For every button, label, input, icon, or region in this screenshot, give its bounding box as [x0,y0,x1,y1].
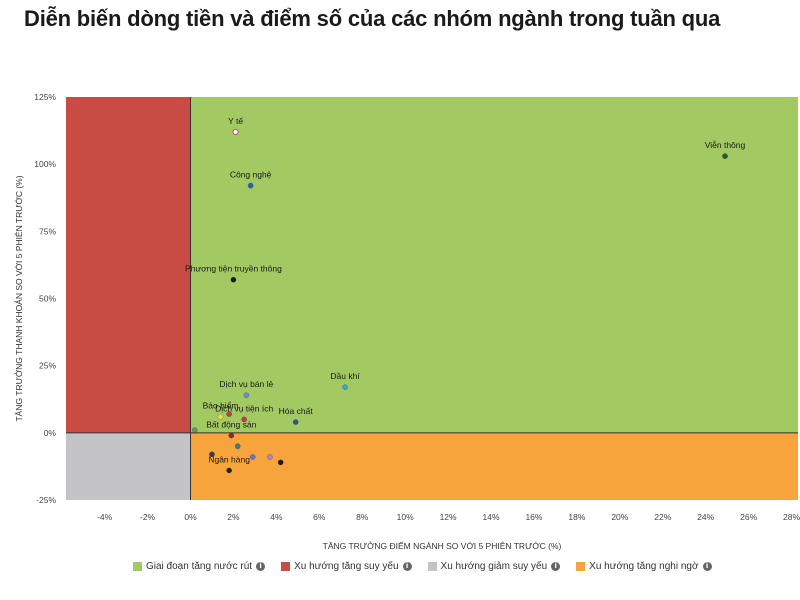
quadrant-3 [190,432,798,500]
data-point[interactable] [241,416,248,423]
legend-item-1[interactable]: Xu hướng tăng suy yếu i [281,561,412,572]
x-tick-label: -4% [97,512,113,522]
quadrant-0 [190,97,798,433]
y-tick-label: 50% [39,294,56,304]
data-points: Y tế Viễn thông Công nghệ Phương tiện truyề… [185,116,746,474]
point-label: Bất động sản [206,420,256,430]
point-label: Dịch vụ bán lẻ [219,379,273,389]
x-tick-label: 22% [654,512,671,522]
data-point[interactable] [247,182,254,189]
x-tick-label: 26% [740,512,757,522]
y-tick-label: -25% [36,495,56,505]
quadrant-1 [66,97,191,433]
x-tick-label: 28% [783,512,800,522]
y-tick-label: 25% [39,361,56,371]
x-tick-label: 4% [270,512,283,522]
y-tick-label: 100% [34,159,56,169]
x-tick-label: 12% [440,512,457,522]
data-point[interactable] [226,467,232,474]
x-tick-label: 8% [356,512,369,522]
chart-legend: Giai đoạn tăng nước rút i Xu hướng tăng … [133,561,712,572]
data-point[interactable] [292,419,299,425]
legend-swatch [576,562,586,571]
data-point[interactable] [217,413,224,420]
axis-ticks: -4% -2% 0% 2% 4% 6% 8% 10% 12% 14% 16% 18% 20% 22% 24%… [34,92,800,522]
legend-swatch [427,562,437,571]
point-label: Y tế [228,116,243,126]
y-tick-label: 0% [44,428,57,438]
point-label: Ngân hàng [208,454,250,464]
data-point[interactable] [226,411,232,417]
legend-swatch [281,562,291,571]
x-tick-label: 14% [483,512,500,522]
data-point[interactable] [234,443,241,450]
data-point[interactable] [209,451,215,458]
x-tick-label: 0% [184,512,197,522]
scatter-chart: -4% -2% 0% 2% 4% 6% 8% 10% 12% 14% 16% 18% 20% 22% 24%… [13,92,800,551]
data-point[interactable] [228,432,235,439]
data-point[interactable] [249,454,256,460]
x-tick-label: 2% [227,512,240,522]
data-point[interactable] [277,459,284,466]
legend-label: Xu hướng giảm suy yếu [440,561,548,572]
y-tick-label: 125% [34,92,56,102]
x-tick-label: 6% [313,512,326,522]
quadrant-backgrounds [66,97,798,500]
data-point[interactable] [232,128,239,136]
legend-item-3[interactable]: Xu hướng tăng nghi ngờ i [576,561,712,572]
data-point[interactable] [722,153,728,159]
x-tick-label: -2% [140,512,156,522]
legend-label: Xu hướng tăng nghi ngờ [589,561,699,572]
legend-item-2[interactable]: Xu hướng giảm suy yếu i [427,561,561,572]
point-label: Phương tiện truyền thông [185,264,282,274]
legend-label: Giai đoạn tăng nước rút [146,561,253,572]
x-tick-label: 24% [697,512,714,522]
point-label: Công nghệ [230,170,272,180]
point-label: Dầu khí [330,371,360,381]
data-point[interactable] [230,276,237,283]
x-axis-title: TĂNG TRƯỞNG ĐIỂM NGÀNH SO VỚI 5 PHIÊN TR… [323,540,562,551]
quadrant-2 [66,432,191,500]
data-point[interactable] [243,392,250,399]
x-tick-label: 16% [525,512,542,522]
info-icon[interactable]: i [256,562,266,571]
x-tick-label: 18% [568,512,585,522]
y-axis-title: TĂNG TRƯỞNG THANH KHOẢN SO VỚI 5 PHIÊN T… [13,175,24,421]
point-label: Dịch vụ tiện ích [215,403,273,413]
point-label: Hóa chất [279,406,314,416]
legend-swatch [133,562,142,571]
data-point[interactable] [191,427,198,433]
data-point[interactable] [267,454,273,460]
point-label: Viễn thông [705,140,746,150]
data-point[interactable] [342,384,348,391]
legend-label: Xu hướng tăng suy yếu [294,561,399,572]
x-tick-label: 20% [611,512,628,522]
chart-title: Diễn biến dòng tiền và điểm số của các n… [24,6,721,31]
y-tick-label: 75% [39,226,56,236]
info-icon[interactable]: i [402,562,412,571]
x-tick-label: 10% [397,512,414,522]
info-icon[interactable]: i [551,562,561,571]
legend-item-0[interactable]: Giai đoạn tăng nước rút i [133,561,266,572]
info-icon[interactable]: i [702,562,712,571]
point-label: Bảo hiểm [203,401,239,411]
